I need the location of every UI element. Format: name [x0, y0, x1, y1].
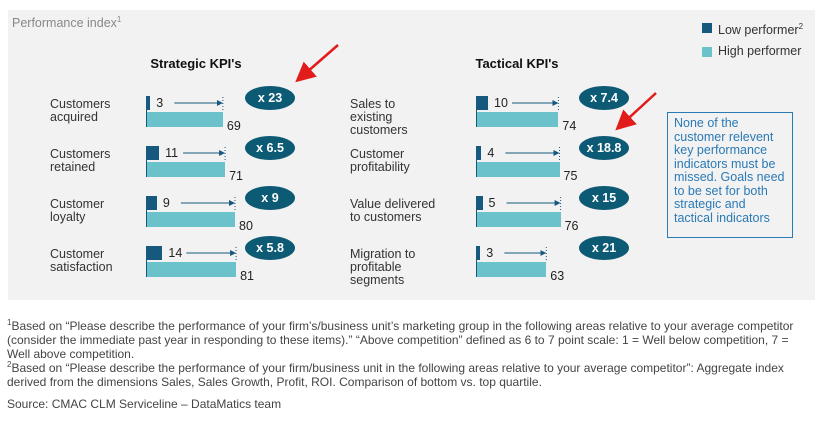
category-label: Migration to profitable segments [350, 247, 416, 287]
axis-line [476, 96, 477, 127]
ratio-badge: x 21 [579, 236, 629, 260]
axis-line [146, 246, 147, 277]
value-label: 3 [156, 96, 164, 110]
value-label: 63 [550, 269, 565, 283]
value-label: 10 [494, 96, 508, 110]
bar-low [477, 96, 488, 110]
legend-text: High performer [718, 44, 802, 58]
category-label: Customer satisfaction [50, 247, 113, 274]
bar-low [477, 146, 482, 160]
highlight-arrow [295, 44, 339, 83]
footnote: 2Based on “Please describe the performan… [7, 358, 807, 389]
bar-low [147, 196, 157, 210]
axis-line [476, 146, 477, 177]
chart-title: Strategic KPI's [150, 56, 242, 71]
value-label: 81 [240, 269, 254, 283]
title-note: 1 [116, 15, 122, 24]
value-label: 76 [564, 219, 579, 233]
value-label: 75 [563, 169, 578, 183]
bar-low [147, 246, 163, 260]
axis-line [476, 246, 477, 277]
category-label: Customer profitability [350, 147, 410, 174]
bar-high [147, 112, 223, 127]
ratio-badge: x 7.4 [579, 86, 629, 110]
category-label: Customers retained [50, 147, 111, 174]
ratio-badge: x 15 [579, 186, 629, 210]
value-label: 80 [239, 219, 253, 233]
legend-swatch [702, 47, 712, 57]
ratio-badge: x 9 [245, 186, 295, 210]
footnote: 1Based on “Please describe the performan… [7, 316, 807, 361]
category-label: Customer loyalty [50, 197, 105, 224]
bar-high [147, 262, 237, 277]
source: Source: CMAC CLM Serviceline – DataMatic… [7, 397, 282, 411]
bar-high [477, 262, 547, 277]
value-label: 5 [488, 196, 496, 210]
legend-label: High performer [718, 44, 801, 58]
title-text: Performance index [12, 16, 117, 31]
note-box: None of the customer relevent key perfor… [667, 112, 793, 238]
axis-line [146, 196, 147, 227]
value-label: 74 [562, 119, 577, 133]
bar-low [477, 246, 481, 260]
category-label: Value delivered to customers [350, 197, 436, 224]
axis-line [476, 196, 477, 227]
axis-line [146, 96, 147, 127]
page-title: Performance index1 [12, 15, 121, 30]
ratio-badge: x 6.5 [245, 136, 295, 160]
panel [8, 10, 815, 300]
legend-note: 2 [798, 22, 804, 31]
value-label: 69 [226, 119, 241, 133]
chart-title: Tactical KPI's [475, 56, 559, 71]
bar-high [147, 212, 235, 227]
axis-line [146, 146, 147, 177]
category-label: Sales to existing customers [350, 97, 408, 137]
bar-low [477, 196, 483, 210]
legend-swatch [702, 23, 712, 33]
legend-text: Low performer [718, 23, 799, 38]
ratio-badge: x 5.8 [245, 236, 295, 260]
value-label: 3 [486, 246, 494, 260]
bar-high [477, 162, 560, 177]
category-label: Customers acquired [50, 97, 111, 124]
value-label: 14 [168, 246, 183, 260]
footnote-mark: 1 [7, 318, 12, 327]
ratio-badge: x 18.8 [579, 136, 629, 160]
value-label: 11 [165, 146, 179, 160]
highlight-arrow [615, 92, 657, 131]
footnote-mark: 2 [7, 360, 12, 369]
legend-label: Low performer2 [718, 20, 803, 37]
bar-high [477, 112, 559, 127]
bar-high [477, 212, 561, 227]
footnote-text: Based on “Please describe the performanc… [7, 361, 784, 389]
footnote-text: Based on “Please describe the performanc… [7, 319, 794, 361]
bar-high [147, 162, 226, 177]
value-label: 71 [229, 169, 243, 183]
value-label: 4 [487, 146, 495, 160]
value-label: 9 [162, 196, 170, 210]
bar-low [147, 96, 151, 110]
bar-low [147, 146, 160, 160]
ratio-badge: x 23 [245, 86, 295, 110]
